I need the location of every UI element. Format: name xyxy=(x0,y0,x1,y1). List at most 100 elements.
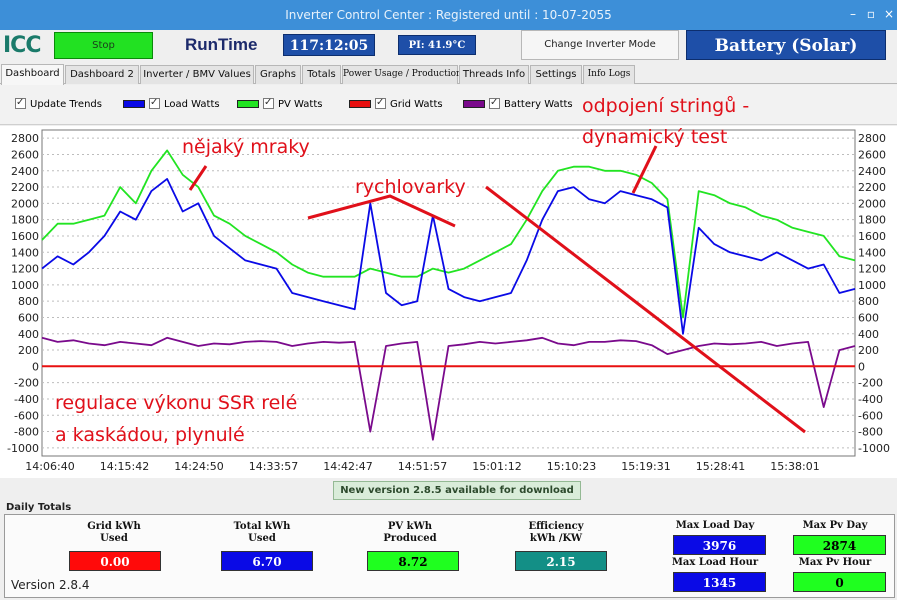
y-tick-label-right: 200 xyxy=(858,344,879,357)
max-pv-day-value: 2874 xyxy=(793,535,886,555)
checkbox-checked-icon[interactable] xyxy=(263,96,274,110)
y-tick-label-right: 1600 xyxy=(858,230,886,243)
y-tick-label-right: -400 xyxy=(858,393,883,406)
tab-inverter-bmv-values[interactable]: Inverter / BMV Values xyxy=(140,65,254,84)
update-trends-label: Update Trends xyxy=(30,99,102,110)
y-tick-label-left: 0 xyxy=(32,360,39,373)
y-tick-label-right: -1000 xyxy=(858,442,890,455)
y-tick-label-left: 2600 xyxy=(11,148,39,161)
x-tick-label: 14:15:42 xyxy=(100,460,149,473)
efficiency-label: Efficiency kWh /KW xyxy=(528,521,584,544)
annotation-arrow-strings xyxy=(631,145,658,194)
checkbox-checked-icon[interactable] xyxy=(15,96,26,110)
tab-threads-info[interactable]: Threads Info xyxy=(459,65,529,84)
y-tick-label-left: 2000 xyxy=(11,197,39,210)
annotation-arrow-kettles xyxy=(307,194,456,228)
y-tick-label-left: 2200 xyxy=(11,181,39,194)
y-tick-label-right: 1800 xyxy=(858,214,886,227)
stop-button[interactable]: Stop xyxy=(54,32,153,59)
x-tick-label: 14:06:40 xyxy=(25,460,74,473)
checkbox-checked-icon[interactable] xyxy=(375,96,386,110)
max-pv-hour-value: 0 xyxy=(793,572,886,592)
load-watts-toggle[interactable]: Load Watts xyxy=(123,96,220,112)
grid-kwh-value: 0.00 xyxy=(69,551,161,571)
annotation-strings-line1: odpojení stringů - xyxy=(582,95,750,117)
tab-info-logs[interactable]: Info Logs xyxy=(583,65,635,84)
update-trends-checkbox[interactable]: Update Trends xyxy=(15,96,102,112)
y-tick-label-left: 1600 xyxy=(11,230,39,243)
y-tick-label-left: 200 xyxy=(18,344,39,357)
max-load-day-value: 3976 xyxy=(673,535,766,555)
x-tick-label: 15:28:41 xyxy=(696,460,745,473)
grid-color-swatch xyxy=(349,100,371,108)
y-tick-label-left: 2400 xyxy=(11,165,39,178)
y-tick-label-right: 0 xyxy=(858,360,865,373)
battery-watts-toggle[interactable]: Battery Watts xyxy=(463,96,573,112)
version-label: Version 2.8.4 xyxy=(11,578,90,592)
maximize-icon[interactable]: ▫ xyxy=(866,7,876,21)
pv-watts-label: PV Watts xyxy=(278,99,323,110)
annotation-arrow-trend xyxy=(485,185,806,434)
checkbox-checked-icon[interactable] xyxy=(489,96,500,110)
tab-dashboard-2[interactable]: Dashboard 2 xyxy=(65,65,139,84)
daily-totals-panel: Grid kWh Used 0.00 Total kWh Used 6.70 P… xyxy=(4,514,895,598)
tab-totals[interactable]: Totals xyxy=(302,65,341,84)
runtime-value: 117:12:05 xyxy=(283,34,375,56)
y-tick-label-right: 1000 xyxy=(858,279,886,292)
top-bar: ICC Stop RunTime 117:12:05 PI: 41.9°C Ch… xyxy=(0,30,897,62)
y-tick-label-left: -1000 xyxy=(7,442,39,455)
tab-settings[interactable]: Settings xyxy=(530,65,582,84)
load-watts-label: Load Watts xyxy=(164,99,220,110)
close-icon[interactable]: × xyxy=(883,7,895,21)
x-tick-label: 14:24:50 xyxy=(174,460,223,473)
y-tick-label-right: -600 xyxy=(858,409,883,422)
series-line-battery-watts xyxy=(41,336,856,441)
y-tick-label-left: 800 xyxy=(18,295,39,308)
y-tick-label-left: 400 xyxy=(18,328,39,341)
daily-totals-label: Daily Totals xyxy=(6,502,72,513)
annotation-ssr-line1: regulace výkonu SSR relé xyxy=(55,392,298,414)
y-tick-label-right: 2600 xyxy=(858,148,886,161)
y-tick-label-right: 2000 xyxy=(858,197,886,210)
plot-frame xyxy=(41,129,856,457)
grid-watts-toggle[interactable]: Grid Watts xyxy=(349,96,443,112)
y-tick-label-right: 2200 xyxy=(858,181,886,194)
series-line-load-watts xyxy=(41,178,856,335)
max-pv-day-label: Max Pv Day xyxy=(802,520,868,531)
pv-color-swatch xyxy=(237,100,259,108)
pv-watts-toggle[interactable]: PV Watts xyxy=(237,96,323,112)
x-tick-label: 15:38:01 xyxy=(770,460,819,473)
x-tick-label: 14:33:57 xyxy=(249,460,298,473)
window-title: Inverter Control Center : Registered unt… xyxy=(285,8,612,22)
battery-color-swatch xyxy=(463,100,485,108)
checkbox-checked-icon[interactable] xyxy=(149,96,160,110)
y-tick-label-right: 2800 xyxy=(858,132,886,145)
y-tick-label-right: 1400 xyxy=(858,246,886,259)
tab-graphs[interactable]: Graphs xyxy=(255,65,301,84)
grid-kwh-label: Grid kWh Used xyxy=(87,521,141,544)
tab-dashboard[interactable]: Dashboard xyxy=(1,64,64,85)
max-pv-hour-label: Max Pv Hour xyxy=(798,557,872,568)
minimize-icon[interactable]: – xyxy=(850,7,856,21)
efficiency-value: 2.15 xyxy=(515,551,607,571)
y-tick-label-left: 1800 xyxy=(11,214,39,227)
grid-watts-label: Grid Watts xyxy=(390,99,443,110)
annotation-arrow-clouds xyxy=(188,165,208,191)
tab-power-usage-production[interactable]: Power Usage / Production xyxy=(342,65,462,84)
y-tick-label-left: 600 xyxy=(18,311,39,324)
pv-kwh-value: 8.72 xyxy=(367,551,459,571)
total-kwh-label: Total kWh Used xyxy=(233,521,291,544)
runtime-label: RunTime xyxy=(185,35,258,54)
new-version-button[interactable]: New version 2.8.5 available for download xyxy=(333,481,581,500)
change-inverter-mode-button[interactable]: Change Inverter Mode xyxy=(521,30,679,60)
window-titlebar: Inverter Control Center : Registered unt… xyxy=(0,0,897,30)
max-load-hour-label: Max Load Hour xyxy=(671,557,759,568)
series-line-pv-watts xyxy=(41,149,856,319)
trend-legend-bar: Update Trends Load Watts PV Watts Grid W… xyxy=(0,85,897,125)
y-tick-label-left: -600 xyxy=(14,409,39,422)
y-tick-label-left: -800 xyxy=(14,426,39,439)
y-tick-label-right: 600 xyxy=(858,311,879,324)
y-tick-label-right: 2400 xyxy=(858,165,886,178)
trend-chart-svg: -1000 -1000 -800 -800 -600 -600 -400 -400 -200 -2… xyxy=(7,129,890,473)
